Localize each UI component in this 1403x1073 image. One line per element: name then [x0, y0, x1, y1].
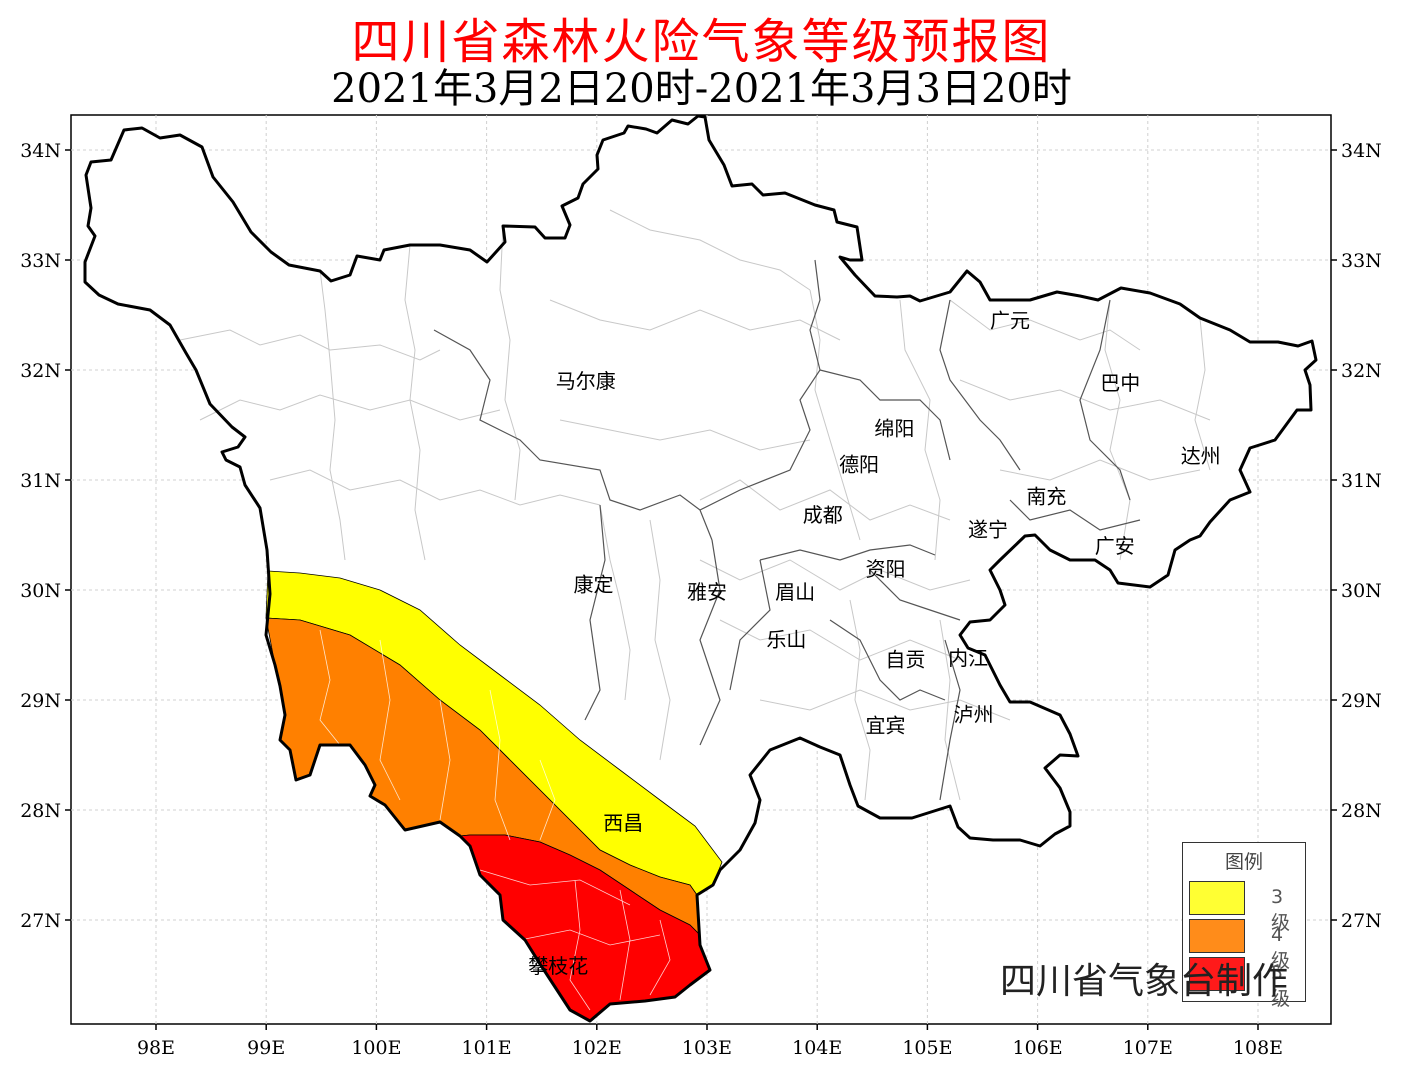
city-label: 资阳: [866, 557, 906, 581]
lon-tick-label: 98E: [137, 1037, 175, 1059]
city-label: 宜宾: [866, 713, 906, 737]
longitude-ticks: 98E 99E 100E 101E 102E 103E 104E 105E 106E 107E 10…: [137, 1024, 1283, 1059]
county-boundaries: [179, 209, 1211, 991]
lon-tick-label: 106E: [1013, 1037, 1063, 1059]
lat-tick-label: 28N: [20, 800, 61, 822]
county-boundaries-south: [319, 629, 671, 1011]
latitude-ticks: 34N 34N 33N 33N 32N 32N 31N 31N 30N 30N 29N 29N 28N 2…: [20, 140, 1382, 932]
lat-tick-label: 30N: [1341, 580, 1382, 602]
city-label: 绵阳: [874, 416, 914, 440]
legend-label-level-4: 4级: [1271, 924, 1291, 972]
city-label: 泸州: [954, 702, 994, 726]
lat-tick-label: 31N: [1341, 470, 1382, 492]
city-label: 达州: [1181, 444, 1221, 468]
lat-tick-label: 32N: [1341, 360, 1382, 382]
city-label: 康定: [573, 573, 613, 597]
lat-tick-label: 33N: [20, 250, 61, 272]
lon-tick-label: 107E: [1123, 1037, 1173, 1059]
lon-tick-label: 100E: [351, 1037, 401, 1059]
lat-tick-label: 32N: [20, 360, 61, 382]
city-label: 广元: [990, 309, 1030, 333]
lon-tick-label: 101E: [462, 1037, 512, 1059]
city-label: 德阳: [839, 453, 879, 477]
city-label: 雅安: [687, 580, 727, 604]
city-label: 成都: [803, 503, 843, 527]
city-label: 广安: [1095, 534, 1135, 558]
city-label: 眉山: [775, 580, 815, 604]
lon-tick-label: 108E: [1233, 1037, 1283, 1059]
lat-tick-label: 27N: [20, 910, 61, 932]
lat-tick-label: 34N: [1341, 140, 1382, 162]
city-label: 乐山: [766, 628, 806, 652]
legend-label-level-5: 5级: [1271, 962, 1291, 1010]
legend-swatch-level-3: [1189, 881, 1245, 915]
lat-tick-label: 29N: [1341, 690, 1382, 712]
legend-item-level-3: 3级: [1189, 881, 1301, 934]
city-label: 西昌: [603, 811, 643, 835]
city-label: 攀枝花: [528, 954, 588, 978]
lon-tick-label: 105E: [902, 1037, 952, 1059]
map-subtitle: 2021年3月2日20时-2021年3月3日20时: [331, 66, 1072, 112]
lon-tick-label: 104E: [792, 1037, 842, 1059]
legend-item-level-4: 4级: [1189, 919, 1301, 972]
city-label: 巴中: [1100, 371, 1140, 395]
prefecture-boundaries: [433, 259, 1141, 801]
lat-tick-label: 34N: [20, 140, 61, 162]
legend-swatch-level-5: [1189, 957, 1245, 991]
lon-tick-label: 99E: [247, 1037, 285, 1059]
legend-label-level-3: 3级: [1271, 886, 1291, 934]
city-label: 遂宁: [968, 518, 1008, 542]
lon-tick-label: 102E: [572, 1037, 622, 1059]
map-title: 四川省森林火险气象等级预报图: [351, 14, 1052, 70]
lat-tick-label: 27N: [1341, 910, 1382, 932]
sichuan-province-outline: [83, 114, 1318, 1023]
city-label: 自贡: [885, 647, 925, 671]
legend-title: 图例: [1224, 851, 1263, 873]
legend-swatch-level-4: [1189, 919, 1245, 953]
credit-text: 四川省气象台制作: [1000, 961, 1289, 1002]
lat-tick-label: 29N: [20, 690, 61, 712]
map-legend: 图例 3级 4级 5级: [1182, 842, 1306, 1010]
lon-tick-label: 103E: [682, 1037, 732, 1059]
lat-tick-label: 30N: [20, 580, 61, 602]
legend-item-level-5: 5级: [1189, 957, 1301, 1010]
lat-tick-label: 31N: [20, 470, 61, 492]
city-label: 南充: [1026, 485, 1066, 509]
city-label: 马尔康: [556, 369, 616, 393]
lat-tick-label: 33N: [1341, 250, 1382, 272]
city-label: 内江: [948, 646, 988, 670]
lat-tick-label: 28N: [1341, 800, 1382, 822]
